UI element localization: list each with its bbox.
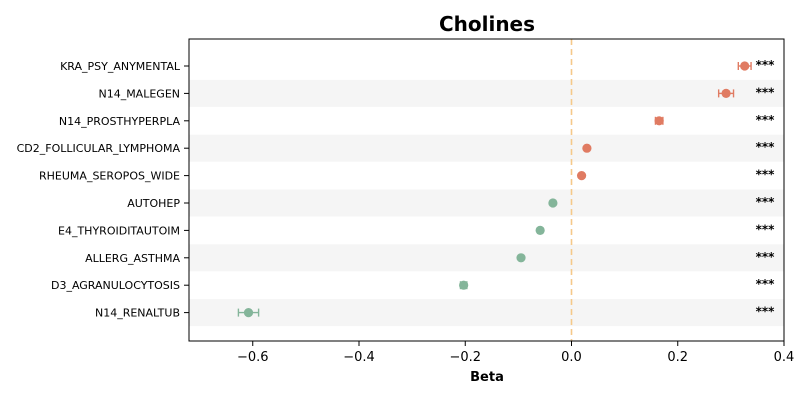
row-bands bbox=[189, 79, 784, 327]
x-axis: −0.6 −0.4 −0.2 0.0 0.2 0.4 bbox=[237, 341, 794, 365]
y-tick-label: AUTOHEP bbox=[127, 197, 180, 210]
y-axis-labels: KRA_PSY_ANYMENTAL N14_MALEGEN N14_PROSTHYP… bbox=[17, 60, 189, 320]
data-point bbox=[459, 280, 469, 290]
data-point bbox=[576, 171, 587, 181]
y-tick-label: D3_AGRANULOCYTOSIS bbox=[51, 279, 180, 292]
significance-label: *** bbox=[756, 277, 776, 291]
x-tick-label: 0.4 bbox=[774, 350, 795, 365]
y-tick-label: E4_THYROIDITAUTOIM bbox=[58, 224, 180, 237]
data-point bbox=[516, 253, 526, 263]
y-tick-label: N14_MALEGEN bbox=[98, 87, 180, 100]
significance-label: *** bbox=[756, 250, 776, 264]
x-tick-label: −0.2 bbox=[449, 350, 481, 365]
row-band bbox=[189, 134, 784, 162]
data-point bbox=[243, 308, 254, 318]
data-point bbox=[548, 198, 558, 208]
significance-label: *** bbox=[756, 113, 776, 127]
row-band bbox=[189, 79, 784, 107]
x-tick-label: 0.0 bbox=[561, 350, 582, 365]
significance-label: *** bbox=[756, 58, 776, 72]
x-axis-label: Beta bbox=[470, 370, 504, 385]
significance-labels: *** *** *** *** *** *** *** *** *** *** bbox=[756, 58, 776, 319]
row-band bbox=[189, 189, 784, 217]
y-tick-label: KRA_PSY_ANYMENTAL bbox=[60, 60, 181, 73]
data-marks bbox=[237, 61, 752, 318]
data-point bbox=[582, 143, 592, 153]
plot-frame bbox=[188, 38, 785, 342]
y-tick-label: RHEUMA_SEROPOS_WIDE bbox=[39, 170, 180, 183]
y-tick-label: ALLERG_ASTHMA bbox=[85, 252, 180, 265]
data-point bbox=[654, 116, 664, 126]
x-tick-label: −0.6 bbox=[237, 350, 269, 365]
significance-label: *** bbox=[756, 195, 776, 209]
chart-title: Cholines bbox=[439, 12, 535, 36]
y-tick-label: N14_RENALTUB bbox=[95, 307, 180, 320]
data-point bbox=[740, 61, 750, 71]
data-point bbox=[535, 225, 545, 235]
y-tick-label: N14_PROSTHYPERPLA bbox=[59, 115, 181, 128]
row-band bbox=[189, 244, 784, 272]
significance-label: *** bbox=[756, 85, 776, 99]
data-point bbox=[721, 88, 731, 98]
significance-label: *** bbox=[756, 140, 776, 154]
row-band bbox=[189, 299, 784, 327]
significance-label: *** bbox=[756, 168, 776, 182]
x-tick-label: 0.2 bbox=[667, 350, 688, 365]
significance-label: *** bbox=[756, 305, 776, 319]
y-tick-label: CD2_FOLLICULAR_LYMPHOMA bbox=[17, 142, 181, 155]
x-tick-label: −0.4 bbox=[343, 350, 375, 365]
significance-label: *** bbox=[756, 222, 776, 236]
